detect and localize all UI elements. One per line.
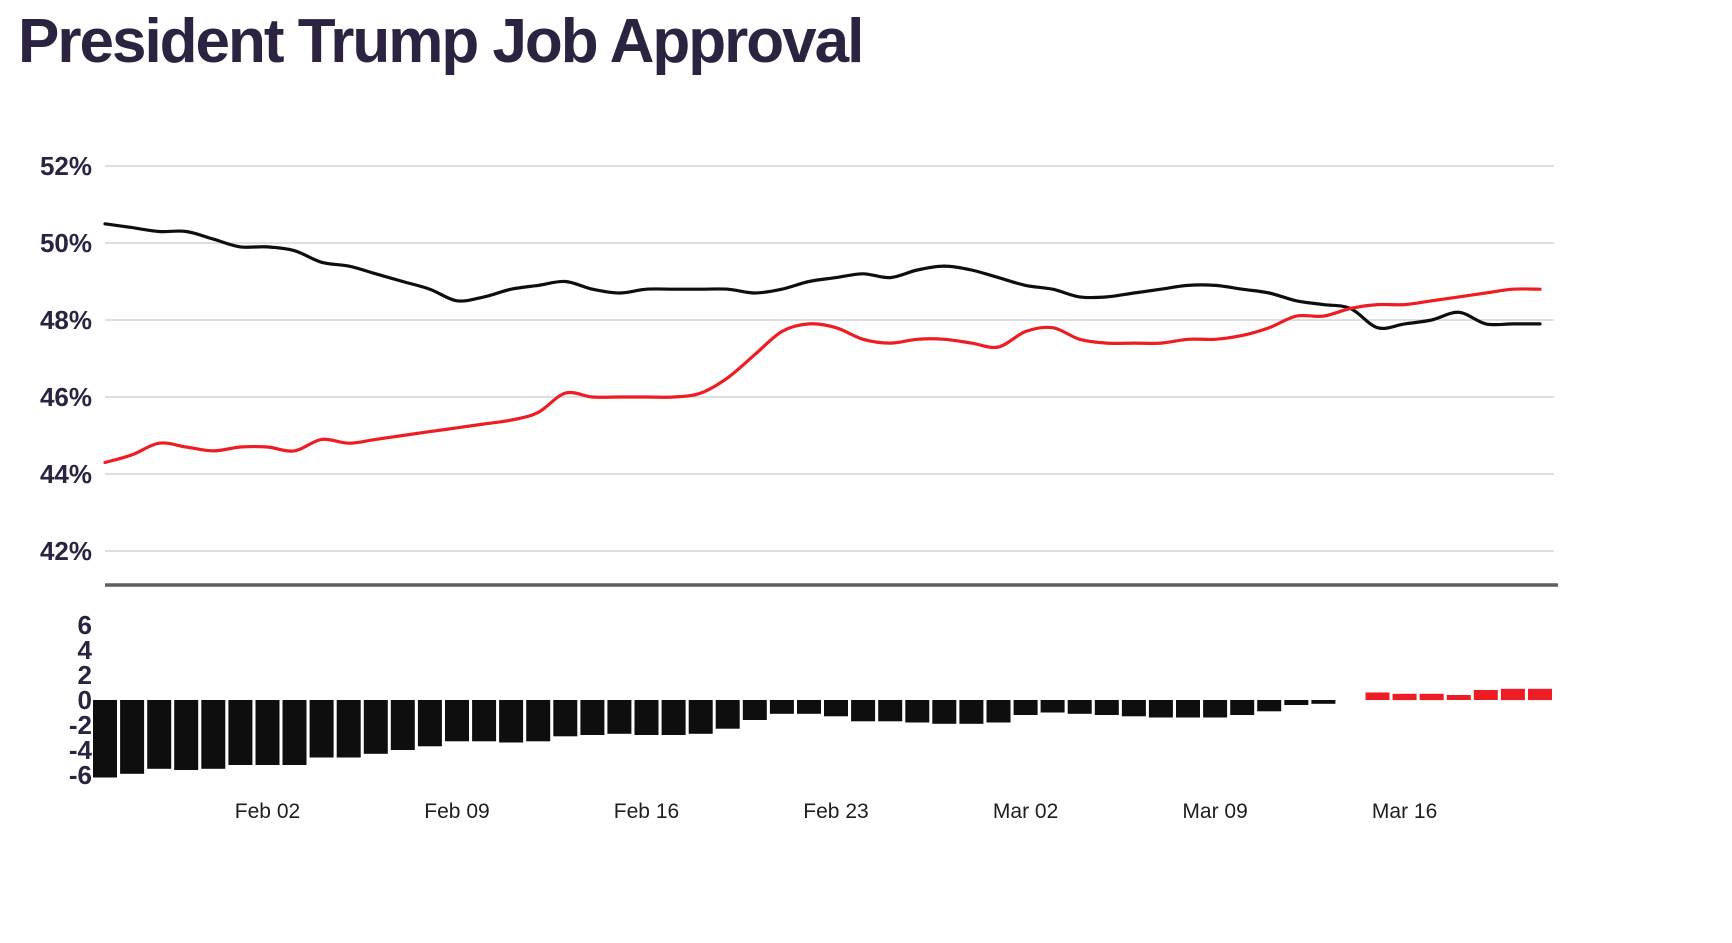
spread-bar-positive (1365, 692, 1390, 700)
spread-bar-positive (1419, 693, 1444, 701)
spread-bar-negative (878, 700, 903, 722)
x-tick-label: Mar 09 (1182, 800, 1247, 823)
spread-bar-positive (1500, 688, 1525, 701)
spread-y-tick-label: -4 (69, 735, 93, 765)
spread-bar-negative (824, 700, 848, 717)
page-title: President Trump Job Approval (18, 7, 864, 76)
spread-bar-negative (851, 700, 876, 722)
spread-bar-negative (390, 700, 415, 750)
x-axis-labels: Feb 02 Feb 09 Feb 16 Feb 23 Mar 02 Mar 09 Mar … (235, 800, 1437, 823)
spread-bar-negative (1176, 700, 1200, 718)
spread-bar-negative (1121, 700, 1146, 717)
spread-bar-negative (120, 700, 145, 774)
y-tick-label: 52% (40, 151, 92, 181)
spread-bar-positive (1473, 690, 1498, 700)
spread-bar-negative (174, 700, 199, 770)
spread-bar-negative (255, 700, 280, 765)
spread-bar-negative (417, 700, 442, 747)
spread-bar-negative (634, 700, 659, 735)
spread-bar-positive (1528, 688, 1552, 701)
spread-bar-negative (147, 700, 172, 769)
spread-y-tick-label: -6 (69, 760, 92, 790)
spread-bars (93, 688, 1552, 778)
y-tick-label: 42% (40, 536, 92, 566)
x-tick-label: Feb 09 (424, 800, 489, 823)
spread-bar-negative (932, 700, 957, 724)
spread-bar-negative (607, 700, 632, 734)
spread-bar-negative (661, 700, 686, 735)
spread-bar-negative (499, 700, 524, 743)
y-tick-label: 46% (40, 382, 92, 412)
spread-bar-negative (1094, 700, 1119, 715)
y-tick-label: 48% (40, 305, 92, 335)
spread-y-tick-label: 6 (78, 610, 92, 640)
y-tick-label: 44% (40, 459, 92, 489)
spread-bar-negative (1148, 700, 1173, 718)
spread-bar-positive (1446, 695, 1471, 700)
spread-y-tick-label: 2 (78, 660, 92, 690)
spread-bar-negative (905, 700, 930, 723)
spread-y-tick-label: 0 (78, 685, 92, 715)
y-axis-labels: 52% 50% 48% 46% 44% 42% (40, 151, 92, 566)
x-tick-label: Feb 23 (803, 800, 868, 823)
spread-bar-negative (1040, 700, 1065, 713)
spread-bar-negative (742, 700, 767, 720)
spread-bar-positive (1392, 693, 1417, 701)
spread-bar-negative (1311, 700, 1336, 704)
spread-bar-negative (688, 700, 713, 734)
spread-bar-negative (553, 700, 578, 737)
spread-bar-negative (1230, 700, 1255, 715)
spread-bar-negative (282, 700, 307, 765)
x-tick-label: Feb 16 (614, 800, 679, 823)
spread-bar-negative (472, 700, 497, 742)
spread-bar-negative (336, 700, 361, 758)
spread-bar-negative (1067, 700, 1092, 714)
approve-line (103, 287, 1542, 465)
spread-bar-negative (715, 700, 740, 729)
spread-bar-negative (580, 700, 605, 735)
spread-bar-negative (526, 700, 551, 742)
spread-bar-negative (769, 700, 794, 714)
spread-bar-negative (797, 700, 821, 714)
spread-bar-negative (1013, 700, 1038, 715)
spread-bar-negative (1284, 700, 1309, 705)
spread-bar-negative (1203, 700, 1228, 718)
x-tick-label: Mar 16 (1372, 800, 1437, 823)
spread-bar-negative (201, 700, 226, 769)
spread-bar-negative (309, 700, 334, 758)
spread-bar-negative (986, 700, 1011, 723)
spread-bar-negative (445, 700, 469, 742)
spread-bar-negative (1257, 700, 1282, 712)
x-tick-label: Feb 02 (235, 800, 300, 823)
x-tick-label: Mar 02 (993, 800, 1058, 823)
spread-y-tick-label: 4 (78, 635, 93, 665)
spread-bar-negative (93, 700, 117, 778)
grid-lines (105, 165, 1554, 552)
spread-bar-negative (363, 700, 388, 754)
spread-bar-negative (228, 700, 253, 765)
spread-bar-negative (959, 700, 984, 724)
disapprove-line (103, 222, 1542, 330)
y-tick-label: 50% (40, 228, 92, 258)
spread-y-tick-label: -2 (69, 710, 92, 740)
